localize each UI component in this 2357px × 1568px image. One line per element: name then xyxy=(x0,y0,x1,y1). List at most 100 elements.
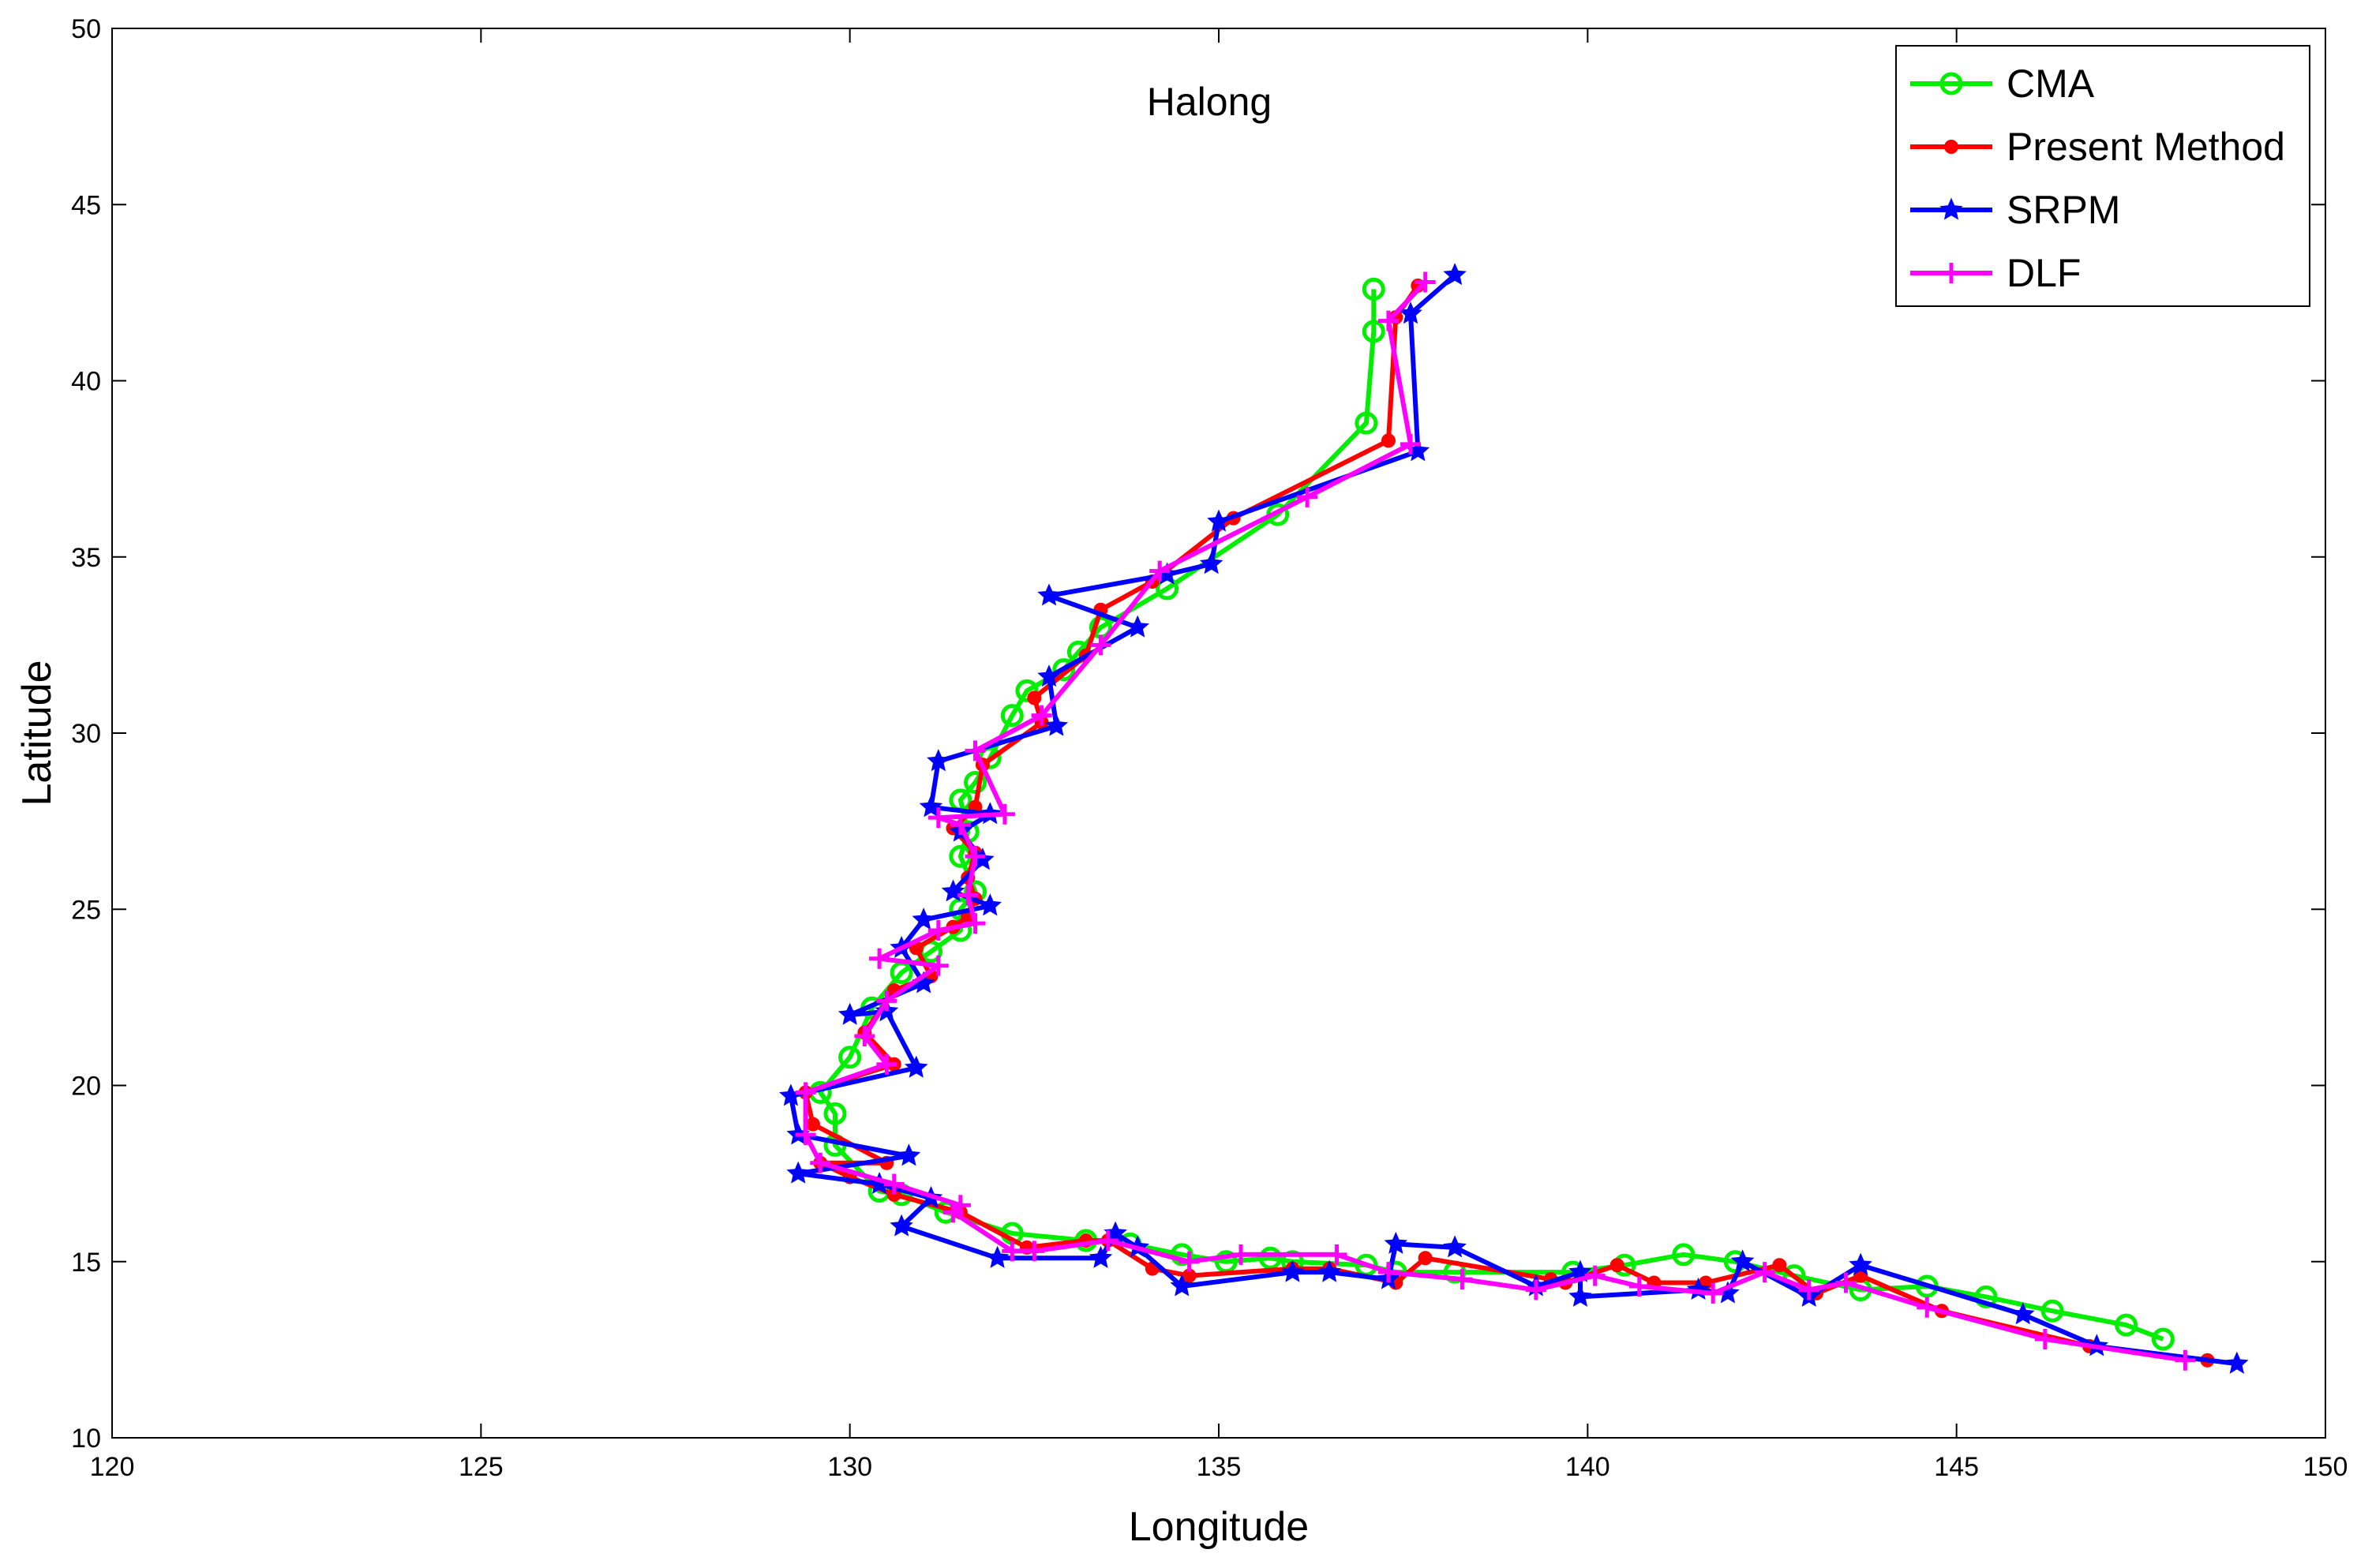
data-point-star xyxy=(927,749,950,772)
data-point-plus xyxy=(1097,1229,1119,1251)
legend-item: Present Method xyxy=(1910,125,2285,169)
data-point-plus xyxy=(1628,1276,1650,1297)
data-point-circle xyxy=(1052,658,1076,682)
data-point-circle xyxy=(1258,1246,1282,1270)
data-point-plus xyxy=(876,990,897,1012)
data-point-plus xyxy=(950,1195,971,1216)
data-point-plus xyxy=(2034,1328,2055,1349)
data-point-dot xyxy=(1381,433,1396,448)
data-point-star xyxy=(978,893,1002,916)
data-point-star xyxy=(838,1002,862,1025)
data-point-plus xyxy=(1031,705,1052,726)
data-point-plus xyxy=(1703,1282,1724,1304)
data-point-plus xyxy=(965,913,986,934)
data-point-star xyxy=(1443,1235,1467,1258)
data-point-plus xyxy=(883,1173,905,1195)
legend-label: CMA xyxy=(2007,62,2095,106)
legend-item: SRPM xyxy=(1910,188,2120,232)
y-tick-label: 30 xyxy=(71,719,101,749)
data-point-circle xyxy=(1362,277,1385,301)
data-point-plus xyxy=(1525,1279,1546,1300)
data-point-plus xyxy=(1377,310,1399,331)
data-point-plus xyxy=(869,948,890,969)
data-point-plus xyxy=(854,1025,875,1046)
data-point-circle xyxy=(1000,704,1024,728)
data-point-plus xyxy=(965,740,986,762)
y-tick-label: 50 xyxy=(71,14,101,44)
y-tick-label: 45 xyxy=(71,190,101,220)
data-point-plus xyxy=(795,1082,816,1103)
data-point-plus xyxy=(927,807,949,829)
data-point-circle xyxy=(1939,72,1963,95)
chart-title: Halong xyxy=(1147,80,1272,124)
data-point-plus xyxy=(965,846,986,867)
data-point-star xyxy=(1280,1259,1305,1282)
data-point-star xyxy=(2225,1351,2249,1374)
data-point-circle xyxy=(1355,411,1378,435)
data-point-star xyxy=(1730,1249,1755,1272)
data-point-star xyxy=(1939,197,1963,220)
data-point-circle xyxy=(1015,679,1039,702)
legend-item: DLF xyxy=(1910,251,2081,295)
data-point-dot xyxy=(1418,1251,1433,1266)
data-point-star xyxy=(1207,509,1231,532)
data-point-circle xyxy=(823,1102,847,1125)
data-point-plus xyxy=(876,1053,897,1075)
data-point-star xyxy=(1037,664,1061,687)
data-point-plus xyxy=(810,1152,831,1173)
y-tick-label: 25 xyxy=(71,895,101,925)
x-tick-label: 120 xyxy=(90,1452,135,1482)
data-point-circle xyxy=(1170,1243,1193,1267)
data-point-plus xyxy=(1231,1244,1252,1265)
data-point-plus xyxy=(1090,634,1111,656)
data-point-plus xyxy=(1024,1241,1045,1262)
data-point-star xyxy=(1399,301,1422,324)
data-point-star xyxy=(2010,1302,2035,1325)
data-point-star xyxy=(1126,615,1150,638)
data-point-dot xyxy=(1944,140,1958,154)
data-point-plus xyxy=(927,920,949,941)
data-point-plus xyxy=(795,1125,816,1146)
data-point-plus xyxy=(1917,1297,1938,1318)
x-axis-label: Longitude xyxy=(1129,1504,1309,1550)
data-point-dot xyxy=(1609,1258,1624,1273)
data-point-star xyxy=(1443,263,1467,286)
data-point-plus xyxy=(950,814,971,836)
legend-label: DLF xyxy=(2007,251,2081,295)
data-point-star xyxy=(1089,1245,1113,1268)
y-tick-label: 10 xyxy=(71,1424,101,1454)
data-point-dot xyxy=(1772,1258,1787,1273)
series-srpm xyxy=(779,263,2249,1374)
legend-label: Present Method xyxy=(2007,125,2285,169)
data-point-plus xyxy=(1584,1265,1606,1286)
data-point-plus xyxy=(2175,1349,2196,1371)
x-tick-label: 130 xyxy=(827,1452,872,1482)
data-point-circle xyxy=(1672,1243,1696,1267)
data-point-star xyxy=(1384,1231,1408,1254)
y-tick-label: 40 xyxy=(71,367,101,397)
y-axis-label: Latitude xyxy=(14,660,60,806)
legend-label: SRPM xyxy=(2007,188,2120,232)
data-point-star xyxy=(786,1161,811,1184)
data-point-plus xyxy=(927,955,949,976)
data-point-plus xyxy=(1178,1251,1200,1272)
data-point-circle xyxy=(964,771,987,795)
data-point-star xyxy=(1849,1252,1872,1275)
x-tick-label: 125 xyxy=(459,1452,504,1482)
series-line xyxy=(818,289,2164,1342)
x-tick-label: 140 xyxy=(1565,1452,1610,1482)
y-tick-label: 20 xyxy=(71,1072,101,1102)
data-point-plus xyxy=(1835,1272,1857,1293)
data-point-star xyxy=(1044,713,1069,736)
data-point-plus xyxy=(1326,1244,1347,1265)
data-point-plus xyxy=(1297,486,1318,507)
data-point-circle xyxy=(838,1046,862,1069)
data-point-plus xyxy=(1400,433,1422,455)
data-point-circle xyxy=(2151,1327,2175,1351)
data-point-star xyxy=(904,1055,928,1078)
x-tick-label: 150 xyxy=(2303,1452,2348,1482)
data-point-star xyxy=(985,1245,1010,1268)
data-point-plus xyxy=(1798,1279,1819,1300)
x-tick-label: 145 xyxy=(1934,1452,1979,1482)
